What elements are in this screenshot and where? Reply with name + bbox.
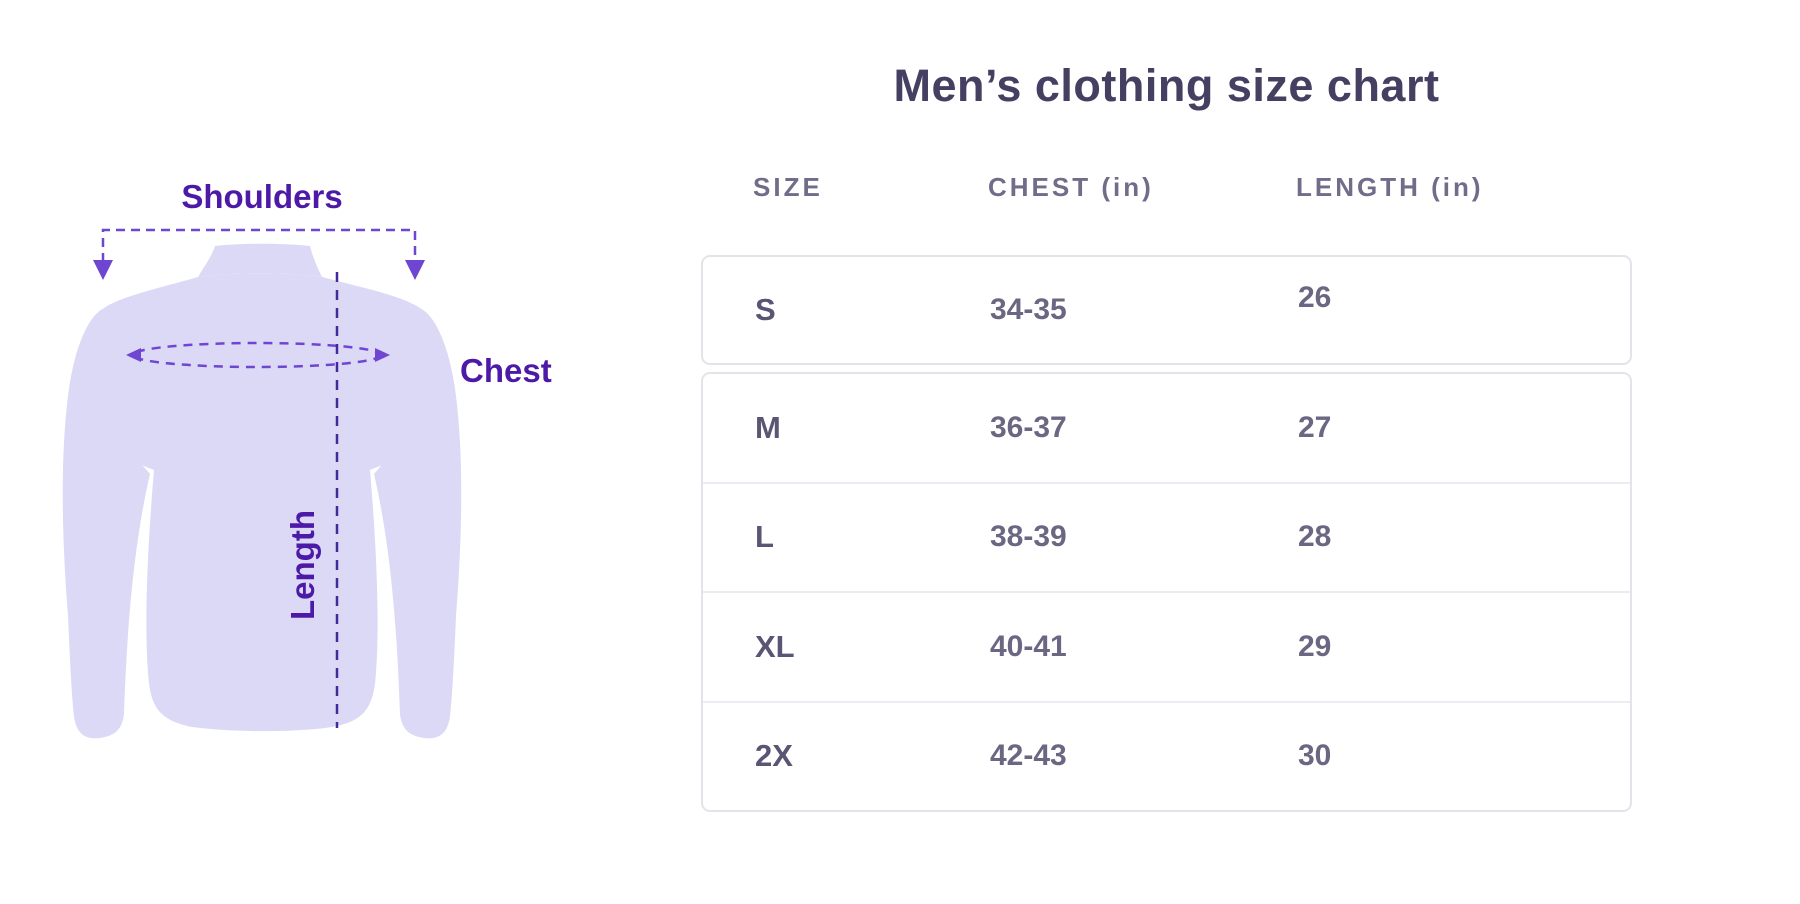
- shirt-left-sleeve-shape: [62, 308, 150, 739]
- shirt-body-shape: [88, 273, 436, 732]
- table-rows-card-group: M 36-37 27 L 38-39 28 XL 40-41 29 2X 42-…: [701, 372, 1632, 812]
- table-header-row: SIZE CHEST (in) LENGTH (in): [701, 172, 1632, 212]
- table-row: S 34-35 26: [703, 257, 1630, 363]
- chest-label: Chest: [460, 352, 552, 389]
- cell-chest: 40-41: [990, 629, 1067, 663]
- table-row: XL 40-41 29: [703, 591, 1630, 701]
- arrow-down-right-icon: [405, 260, 425, 280]
- cell-chest: 34-35: [990, 293, 1067, 326]
- arrow-right-icon: [375, 348, 390, 362]
- table-row: L 38-39 28: [703, 481, 1630, 592]
- table-row: 2X 42-43 30: [703, 700, 1630, 811]
- length-label: Length: [284, 510, 321, 620]
- cell-size: 2X: [755, 738, 793, 774]
- shirt-diagram: [62, 228, 462, 739]
- column-header-size: SIZE: [753, 172, 823, 202]
- arrow-left-icon: [126, 348, 141, 362]
- table-row: M 36-37 27: [703, 374, 1630, 482]
- table-row-card-s: S 34-35 26: [701, 255, 1632, 365]
- column-header-length: LENGTH (in): [1296, 172, 1484, 202]
- cell-length: 29: [1298, 629, 1332, 663]
- shirt-right-sleeve-shape: [374, 308, 462, 739]
- cell-chest: 36-37: [990, 410, 1067, 444]
- cell-length: 28: [1298, 520, 1332, 554]
- cell-length: 26: [1298, 281, 1332, 314]
- cell-size: S: [755, 292, 776, 327]
- cell-chest: 42-43: [990, 739, 1067, 773]
- column-header-chest: CHEST (in): [988, 172, 1154, 202]
- cell-size: XL: [755, 628, 795, 664]
- page-title: Men’s clothing size chart: [893, 60, 1440, 111]
- shoulders-measure-line: [101, 228, 417, 262]
- cell-size: L: [755, 519, 774, 555]
- cell-length: 30: [1298, 739, 1332, 773]
- cell-chest: 38-39: [990, 520, 1067, 554]
- shoulders-label: Shoulders: [181, 178, 343, 215]
- shirt-collar-shape: [198, 243, 322, 277]
- arrow-down-left-icon: [93, 260, 113, 280]
- cell-size: M: [755, 409, 781, 445]
- cell-length: 27: [1298, 410, 1332, 444]
